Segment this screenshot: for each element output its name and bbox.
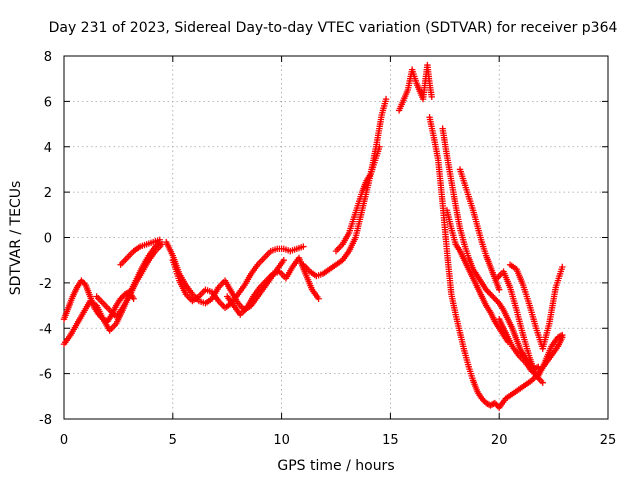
x-tick-label: 10 <box>273 433 290 448</box>
data-point <box>428 93 435 101</box>
grid-layer <box>64 56 608 419</box>
series-track-15 <box>493 268 546 386</box>
y-tick-label: 2 <box>44 186 52 201</box>
data-point <box>559 331 566 339</box>
data-point <box>382 95 390 103</box>
points-layer <box>60 61 566 411</box>
data-point <box>559 263 566 271</box>
x-tick-label: 5 <box>169 433 177 448</box>
y-tick-label: 6 <box>44 95 52 110</box>
x-tick-label: 0 <box>60 433 68 448</box>
y-tick-label: -4 <box>39 322 52 337</box>
data-point <box>315 295 322 302</box>
data-point <box>490 400 497 408</box>
data-point <box>496 286 503 293</box>
data-point <box>557 332 565 340</box>
data-point <box>130 295 137 302</box>
y-axis-label: SDTVAR / TECUs <box>8 181 24 296</box>
series-track-7 <box>224 254 322 318</box>
y-tick-label: 8 <box>44 50 52 65</box>
x-tick-label: 15 <box>382 433 399 448</box>
y-tick-label: 0 <box>44 232 52 247</box>
series-track-4 <box>117 236 163 268</box>
x-tick-label: 20 <box>491 433 508 448</box>
y-tick-label: -8 <box>39 413 52 428</box>
y-tick-label: -6 <box>39 368 52 383</box>
series-track-17 <box>496 315 566 380</box>
data-point <box>376 143 383 150</box>
data-point <box>156 236 163 243</box>
series-track-9 <box>332 143 383 255</box>
data-point <box>280 256 287 264</box>
series-track-8 <box>300 95 390 280</box>
series-track-16 <box>506 261 566 352</box>
data-point <box>539 379 546 386</box>
x-tick-label: 25 <box>600 433 617 448</box>
series-track-10 <box>395 61 435 114</box>
x-axis-label: GPS time / hours <box>277 458 394 474</box>
series-track-3 <box>93 241 166 321</box>
y-tick-label: -2 <box>39 277 52 292</box>
tick-layer: 0 5 10 15 20 25 -8 -6 -4 -2 0 2 4 6 8 <box>39 50 616 448</box>
series-track-14 <box>456 166 503 293</box>
y-tick-label: 4 <box>44 141 52 156</box>
chart-title: Day 231 of 2023, Sidereal Day-to-day VTE… <box>49 20 618 36</box>
data-point <box>300 243 307 250</box>
